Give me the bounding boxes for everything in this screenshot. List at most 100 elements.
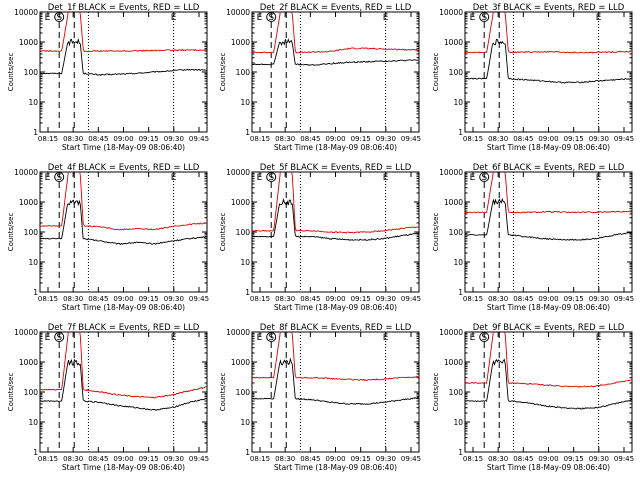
- annotation-label: S: [481, 173, 487, 183]
- y-tick-label: 1000: [19, 38, 38, 47]
- x-tick-label: 08:15: [463, 295, 483, 303]
- y-tick-label: 100: [24, 68, 39, 77]
- x-tick-label: 09:00: [113, 135, 133, 143]
- x-tick-label: 09:15: [139, 135, 159, 143]
- annotation-label: E: [596, 13, 602, 23]
- y-tick-label: 10000: [439, 328, 463, 337]
- events-series-line: [252, 38, 419, 66]
- x-tick-label: 08:45: [513, 455, 533, 463]
- annotation-label: E: [596, 173, 602, 183]
- x-tick-label: 08:15: [463, 455, 483, 463]
- x-tick-label: 09:45: [401, 135, 421, 143]
- x-tick-label: 08:15: [250, 455, 270, 463]
- y-tick-label: 1000: [444, 358, 463, 367]
- x-tick-label: 09:15: [564, 455, 584, 463]
- x-tick-label: 09:30: [589, 135, 609, 143]
- x-tick-label: 09:15: [351, 455, 371, 463]
- y-tick-label: 100: [236, 228, 251, 237]
- x-axis-label: Start Time (18-May-09 08:06:40): [274, 463, 397, 472]
- x-tick-label: 09:00: [325, 135, 345, 143]
- x-tick-label: 09:30: [589, 455, 609, 463]
- x-tick-label: 09:00: [113, 295, 133, 303]
- x-tick-label: 09:30: [589, 295, 609, 303]
- plot-frame: [251, 331, 420, 453]
- x-tick-label: 09:45: [614, 295, 634, 303]
- x-tick-label: 08:30: [488, 295, 508, 303]
- lld-series-line: [252, 172, 419, 234]
- x-tick-label: 08:15: [38, 295, 58, 303]
- annotation-label: S: [481, 333, 487, 343]
- annotation-label: S: [268, 173, 274, 183]
- annotation-label: E: [470, 173, 476, 183]
- x-tick-label: 09:15: [351, 135, 371, 143]
- y-axis-label: Counts/sec: [219, 53, 227, 92]
- y-tick-label: 1: [33, 448, 38, 457]
- events-series-line: [465, 197, 632, 241]
- annotation-circle: [266, 12, 277, 22]
- y-tick-label: 10000: [226, 168, 250, 177]
- annotation-circle: [266, 332, 277, 342]
- y-tick-label: 1: [458, 288, 463, 297]
- x-tick-label: 09:00: [538, 295, 558, 303]
- annotation-label: E: [171, 333, 177, 343]
- annotation-label: S: [56, 173, 62, 183]
- panel-title: Det_4f BLACK = Events, RED = LLD: [48, 163, 200, 173]
- annotation-circle: [54, 172, 65, 182]
- x-tick-label: 08:30: [275, 295, 295, 303]
- x-tick-label: 08:45: [300, 455, 320, 463]
- x-tick-label: 09:45: [189, 455, 209, 463]
- y-tick-label: 10000: [14, 328, 38, 337]
- annotation-label: E: [257, 333, 263, 343]
- annotation-label: E: [171, 173, 177, 183]
- panel-title: Det_2f BLACK = Events, RED = LLD: [260, 3, 412, 13]
- detector-panel: Det_8f BLACK = Events, RED = LLD Counts/s…: [219, 323, 421, 472]
- x-tick-label: 09:30: [376, 135, 396, 143]
- y-tick-label: 1000: [231, 198, 250, 207]
- annotation-label: E: [596, 333, 602, 343]
- y-tick-label: 10000: [226, 8, 250, 17]
- y-tick-label: 10: [28, 418, 38, 427]
- x-tick-label: 08:15: [250, 135, 270, 143]
- lld-series-line: [252, 12, 419, 54]
- y-tick-label: 100: [24, 228, 39, 237]
- x-tick-label: 08:45: [88, 135, 108, 143]
- x-tick-label: 09:45: [401, 295, 421, 303]
- x-tick-label: 09:00: [538, 455, 558, 463]
- x-tick-label: 09:30: [376, 295, 396, 303]
- x-tick-label: 08:30: [488, 135, 508, 143]
- x-tick-label: 09:30: [164, 455, 184, 463]
- detector-panel: Det_5f BLACK = Events, RED = LLD Counts/s…: [219, 163, 421, 312]
- x-tick-label: 08:15: [250, 295, 270, 303]
- annotation-label: E: [171, 13, 177, 23]
- y-tick-label: 1: [245, 128, 250, 137]
- plot-frame: [39, 171, 208, 293]
- x-tick-label: 09:15: [351, 295, 371, 303]
- detector-panel: Det_3f BLACK = Events, RED = LLD Counts/s…: [432, 3, 634, 152]
- x-axis-label: Start Time (18-May-09 08:06:40): [487, 143, 610, 152]
- y-tick-label: 10000: [14, 168, 38, 177]
- x-tick-label: 09:00: [325, 295, 345, 303]
- annotation-label: E: [470, 333, 476, 343]
- x-tick-label: 09:15: [564, 135, 584, 143]
- y-tick-label: 10000: [14, 8, 38, 17]
- y-tick-label: 10000: [226, 328, 250, 337]
- x-tick-label: 09:45: [614, 135, 634, 143]
- y-tick-label: 100: [236, 388, 251, 397]
- x-tick-label: 09:45: [614, 455, 634, 463]
- x-tick-label: 09:45: [189, 295, 209, 303]
- x-tick-label: 08:30: [63, 295, 83, 303]
- x-tick-label: 08:30: [488, 455, 508, 463]
- events-series-line: [40, 358, 207, 411]
- y-axis-label: Counts/sec: [7, 53, 15, 92]
- events-series-line: [465, 358, 632, 410]
- panel-title: Det_5f BLACK = Events, RED = LLD: [260, 163, 412, 173]
- x-tick-label: 08:30: [63, 135, 83, 143]
- y-axis-label: Counts/sec: [432, 213, 440, 252]
- x-axis-label: Start Time (18-May-09 08:06:40): [62, 143, 185, 152]
- x-axis-label: Start Time (18-May-09 08:06:40): [274, 303, 397, 312]
- y-tick-label: 1000: [444, 198, 463, 207]
- x-tick-label: 08:45: [88, 295, 108, 303]
- y-axis-label: Counts/sec: [7, 373, 15, 412]
- annotation-label: E: [470, 13, 476, 23]
- annotation-label: E: [257, 13, 263, 23]
